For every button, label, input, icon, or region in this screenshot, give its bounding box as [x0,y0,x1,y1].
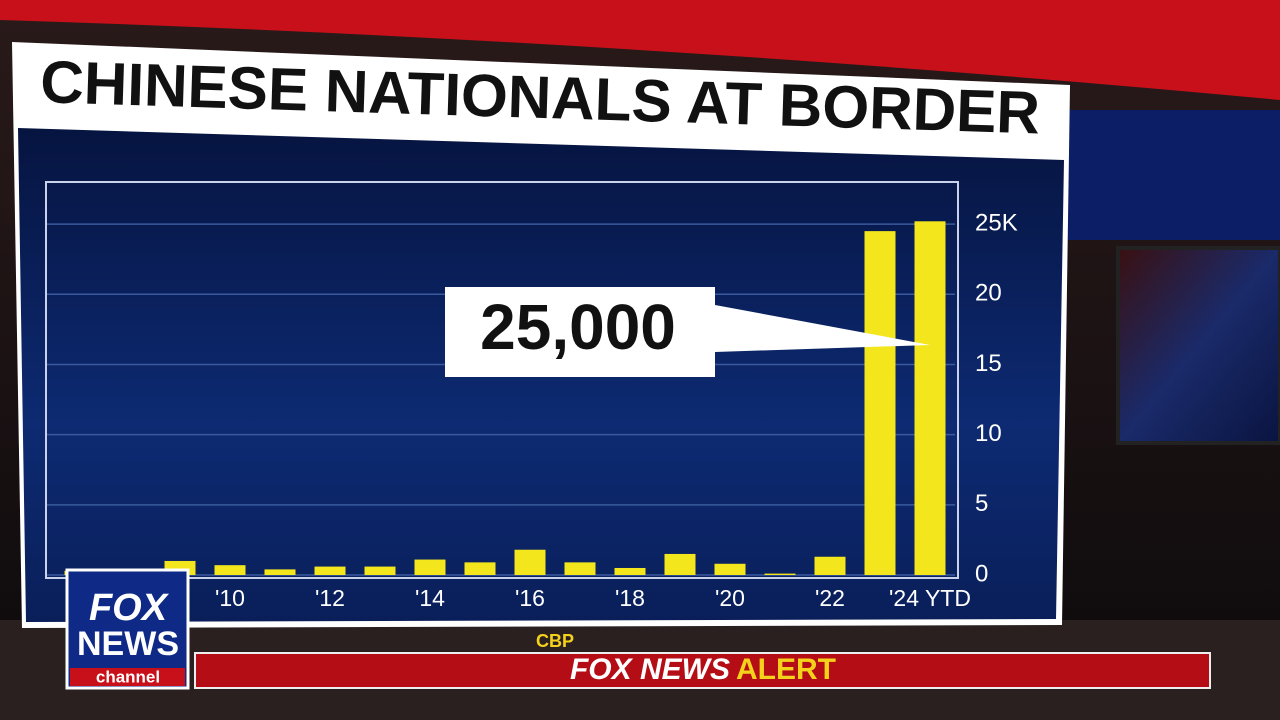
banner-bar [194,652,1211,689]
banner-brand: FOX NEWS [570,653,730,686]
source: CBP [536,631,574,651]
x-tick-label: '10 [215,585,245,611]
logo: FOX NEWS channel [65,568,190,690]
logo-fox: FOX [89,587,170,629]
bar [814,556,846,575]
bar [914,221,946,576]
x-tick-label: '14 [415,585,445,611]
studio-panel [1060,110,1280,240]
logo-news: NEWS [77,625,179,663]
annotation: 25,000 [480,291,676,363]
y-tick-label: 15 [975,350,1002,377]
bar [314,566,346,575]
x-tick-label: '18 [615,585,645,611]
x-tick-label: '16 [515,585,545,611]
y-tick-label: 10 [975,420,1002,447]
logo-strip [70,668,185,686]
bar [514,549,546,575]
side-monitor [1116,246,1280,445]
y-tick-label: 0 [975,560,988,587]
alert-banner: FOX NEWS ALERT [194,652,1211,689]
bar [664,553,696,575]
banner-alert: ALERT [736,653,836,686]
bar [264,569,296,575]
bar [714,563,746,575]
logo-channel: channel [96,667,160,686]
bar [764,573,796,575]
bar [564,562,596,575]
y-tick-label: 20 [975,280,1002,307]
plot-frame [45,181,959,579]
bar [464,562,496,575]
callout: 25,000 [445,287,930,377]
x-tick-label: '22 [815,585,845,611]
red-arc [0,0,1280,100]
x-tick-label: '20 [715,585,745,611]
callout-box [445,287,930,377]
bar [614,567,646,575]
y-tick-label: 5 [975,490,988,517]
bar [364,566,396,575]
x-tick-label: '12 [315,585,345,611]
y-tick-label: 25K [975,209,1018,236]
bar [414,559,446,575]
bar [864,231,896,575]
x-tick-label: '24 YTD [889,585,971,611]
bar [214,565,246,575]
